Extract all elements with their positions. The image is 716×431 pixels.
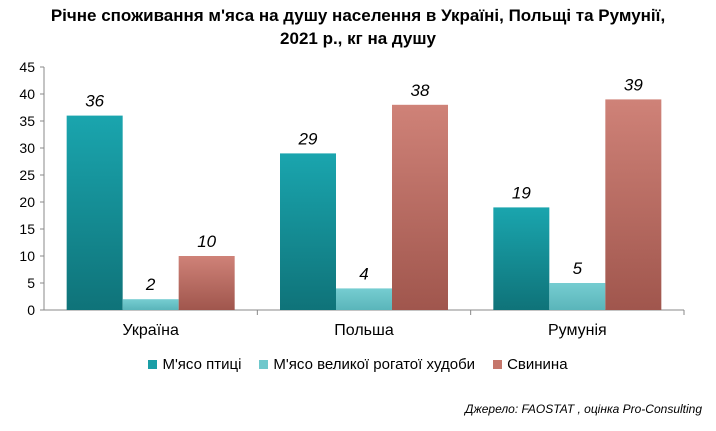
data-label: 39 [624,75,643,94]
y-tick-label: 30 [19,140,35,156]
legend-swatch-poultry [148,360,158,369]
data-label: 2 [145,275,156,294]
chart-title-line1: Річне споживання м'яса на душу населення… [50,6,666,25]
legend-swatch-beef [259,360,269,369]
y-tick-label: 0 [27,302,35,318]
data-label: 10 [197,232,216,251]
legend-item-beef: М'ясо великої рогатої худоби [259,356,475,373]
chart-title: Річне споживання м'яса на душу населення… [0,4,716,50]
bar [392,104,448,310]
data-label: 38 [411,81,430,100]
bar [549,283,606,310]
chart-title-line2: 2021 р., кг на душу [280,29,436,48]
y-tick-label: 45 [19,59,35,75]
x-tick-label: Україна [122,322,179,339]
legend-swatch-pork [493,360,503,369]
bar [66,115,123,310]
bar [605,99,662,311]
x-tick-label: Польша [334,322,394,339]
x-tick-label: Румунія [548,322,607,339]
y-tick-label: 40 [19,86,35,102]
y-tick-label: 25 [19,167,35,183]
data-label: 29 [298,129,318,148]
data-label: 36 [85,92,104,111]
bar [493,207,550,310]
bar [122,299,179,310]
legend-label-pork: Свинина [507,356,568,373]
data-label: 19 [512,183,531,202]
y-tick-label: 15 [19,221,35,237]
y-tick-label: 10 [19,248,35,264]
bar [178,256,235,310]
legend-label-beef: М'ясо великої рогатої худоби [273,356,476,373]
y-tick-label: 20 [19,194,35,210]
data-label: 4 [359,264,368,283]
legend: М'ясо птиці М'ясо великої рогатої худоби… [0,356,716,373]
legend-item-poultry: М'ясо птиці [148,356,241,373]
bar [280,153,336,310]
y-tick-label: 5 [27,275,35,291]
source-note: Джерело: FAOSTAT , оцінка Pro-Consulting [465,402,702,416]
bar [336,288,392,310]
y-tick-label: 35 [19,113,35,129]
data-label: 5 [573,259,583,278]
legend-label-poultry: М'ясо птиці [162,356,242,373]
legend-item-pork: Свинина [493,356,568,373]
